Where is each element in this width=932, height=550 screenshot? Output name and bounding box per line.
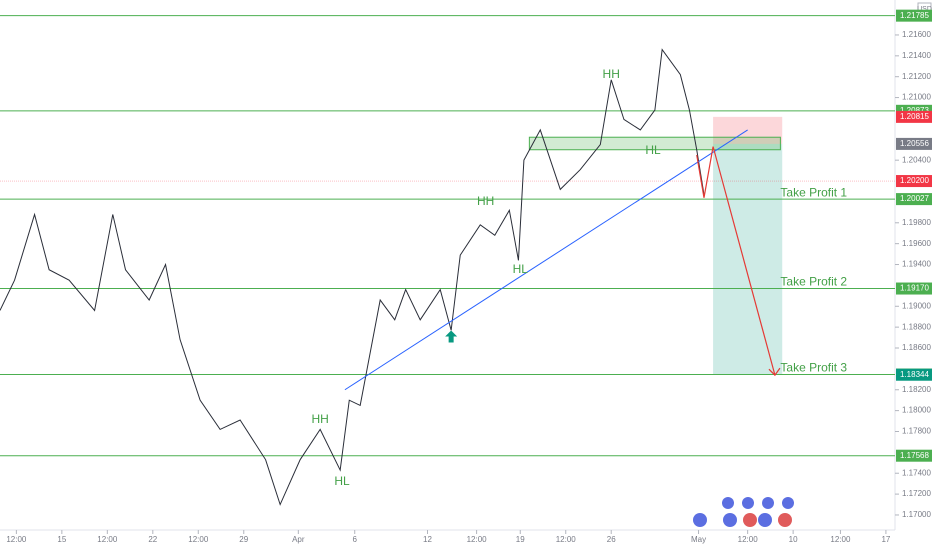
projection-arrowhead	[768, 367, 781, 377]
icon	[743, 513, 757, 527]
x-tick-label: Apr	[292, 535, 305, 544]
annotation: HH	[603, 67, 620, 81]
y-tick-label: 1.17800	[902, 427, 931, 436]
level-label-box	[896, 137, 932, 150]
x-tick-label: May	[691, 535, 706, 544]
y-tick-label: 1.17200	[902, 489, 931, 498]
price-line	[0, 48, 705, 506]
level-label: 1.19170	[900, 284, 929, 293]
y-tick-label: 1.19000	[902, 301, 931, 310]
icon	[693, 513, 707, 527]
y-tick-label: 1.21600	[902, 30, 931, 39]
icon	[782, 497, 794, 509]
annotation: HH	[477, 194, 494, 208]
supply-zone	[528, 136, 781, 151]
projection	[696, 146, 776, 376]
level-label-box	[896, 193, 932, 206]
x-tick-label: 15	[57, 535, 66, 544]
y-tick-label: 1.19400	[902, 260, 931, 269]
annotation: HL	[334, 474, 350, 488]
icon	[742, 497, 754, 509]
y-tick-label: 1.18800	[902, 322, 931, 331]
x-tick-label: 17	[881, 535, 890, 544]
icon	[722, 497, 734, 509]
y-tick-label: 1.18200	[902, 385, 931, 394]
level-label: 1.17568	[900, 451, 929, 460]
level-label: 1.20873	[900, 106, 929, 115]
level-label: 1.20200	[900, 176, 929, 185]
level-label-box	[896, 110, 932, 123]
x-tick-label: 26	[607, 535, 616, 544]
y-tick-label: 1.19800	[902, 218, 931, 227]
y-tick-label: 1.17400	[902, 468, 931, 477]
target-label: Take Profit 3	[780, 361, 847, 375]
x-tick-label: 12:00	[556, 535, 577, 544]
y-tick-label: 1.21000	[902, 93, 931, 102]
annotation: HL	[645, 143, 661, 157]
y-tick-label: 1.20400	[902, 155, 931, 164]
level-label-box	[896, 282, 932, 295]
level-label-box	[896, 9, 932, 22]
y-tick-label: 1.18000	[902, 406, 931, 415]
y-tick-label: 1.21400	[902, 51, 931, 60]
y-tick-label: 1.19600	[902, 239, 931, 248]
annotation: HL	[513, 262, 529, 276]
indicator-icons	[693, 497, 794, 527]
x-tick-label: 19	[516, 535, 525, 544]
level-label: 1.21785	[900, 11, 929, 20]
x-tick-label: 12:00	[467, 535, 488, 544]
annotation: HH	[311, 412, 328, 426]
level-label-box	[896, 175, 932, 188]
x-tick-label: 12:00	[188, 535, 209, 544]
target-zone	[713, 143, 783, 375]
x-tick-label: 6	[352, 535, 357, 544]
currency: USD	[917, 6, 932, 13]
icon	[778, 513, 792, 527]
level-label: 1.18344	[900, 370, 929, 379]
x-tick-label: 12:00	[6, 535, 27, 544]
icon	[723, 513, 737, 527]
x-tick-label: 29	[239, 535, 248, 544]
level-label-box	[896, 449, 932, 462]
y-tick-label: 1.21200	[902, 72, 931, 81]
y-tick-label: 1.17000	[902, 510, 931, 519]
level-label: 1.20556	[900, 139, 929, 148]
target-label: Take Profit 2	[780, 275, 847, 289]
level-label-box	[896, 368, 932, 381]
x-tick-label: 12:00	[738, 535, 759, 544]
signal-arrow	[445, 330, 458, 343]
trendline	[344, 129, 748, 391]
icon	[762, 497, 774, 509]
y-tick-label: 1.18600	[902, 343, 931, 352]
x-tick-label: 22	[148, 535, 157, 544]
x-tick-label: 12	[423, 535, 432, 544]
x-tick-label: 10	[789, 535, 798, 544]
level-label: 1.20027	[900, 194, 929, 203]
x-tick-label: 12:00	[97, 535, 118, 544]
x-tick-label: 12:00	[830, 535, 851, 544]
target-label: Take Profit 1	[780, 185, 847, 199]
icon	[758, 513, 772, 527]
level-label: 1.20815	[900, 112, 929, 121]
